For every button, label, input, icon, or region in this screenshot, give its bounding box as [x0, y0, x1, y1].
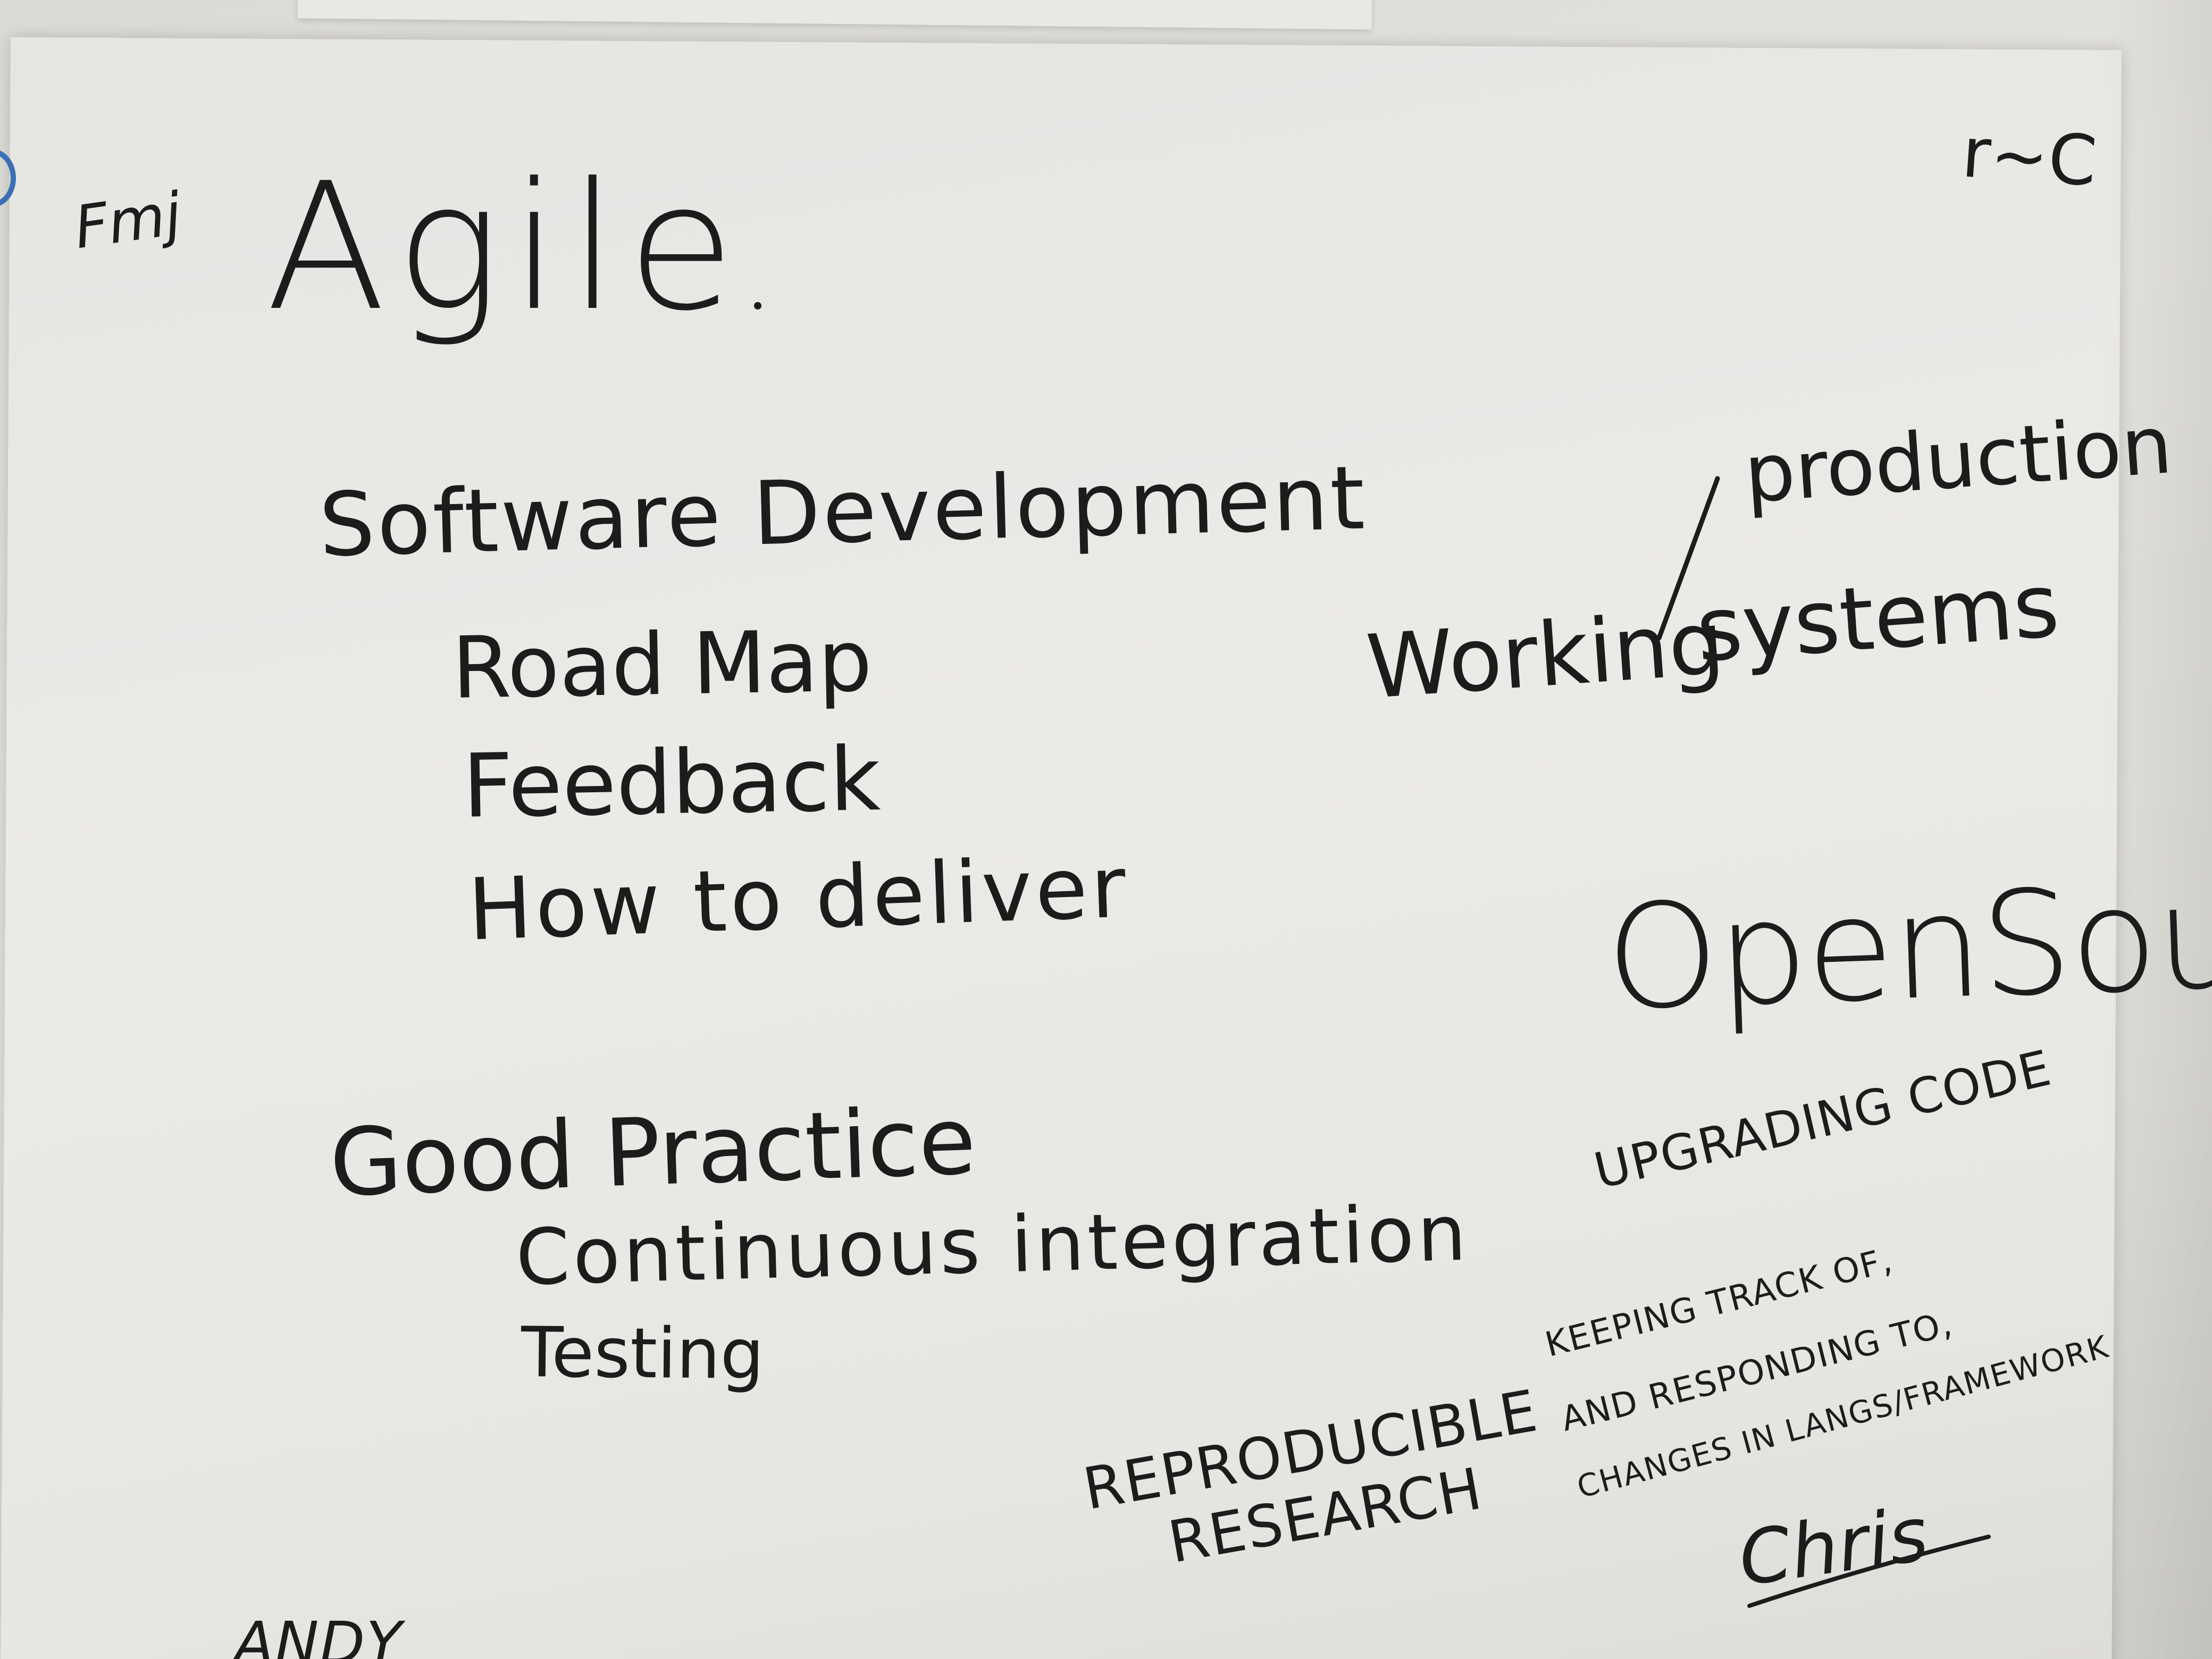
page-title: Agile: [266, 145, 745, 349]
slash-stroke: [1656, 476, 1720, 641]
signature-andy: ANDY: [234, 1609, 403, 1659]
title-dot: [754, 302, 761, 309]
paper-shadow-edge: [2106, 0, 2212, 1659]
signature-underline: [1747, 1535, 1991, 1608]
